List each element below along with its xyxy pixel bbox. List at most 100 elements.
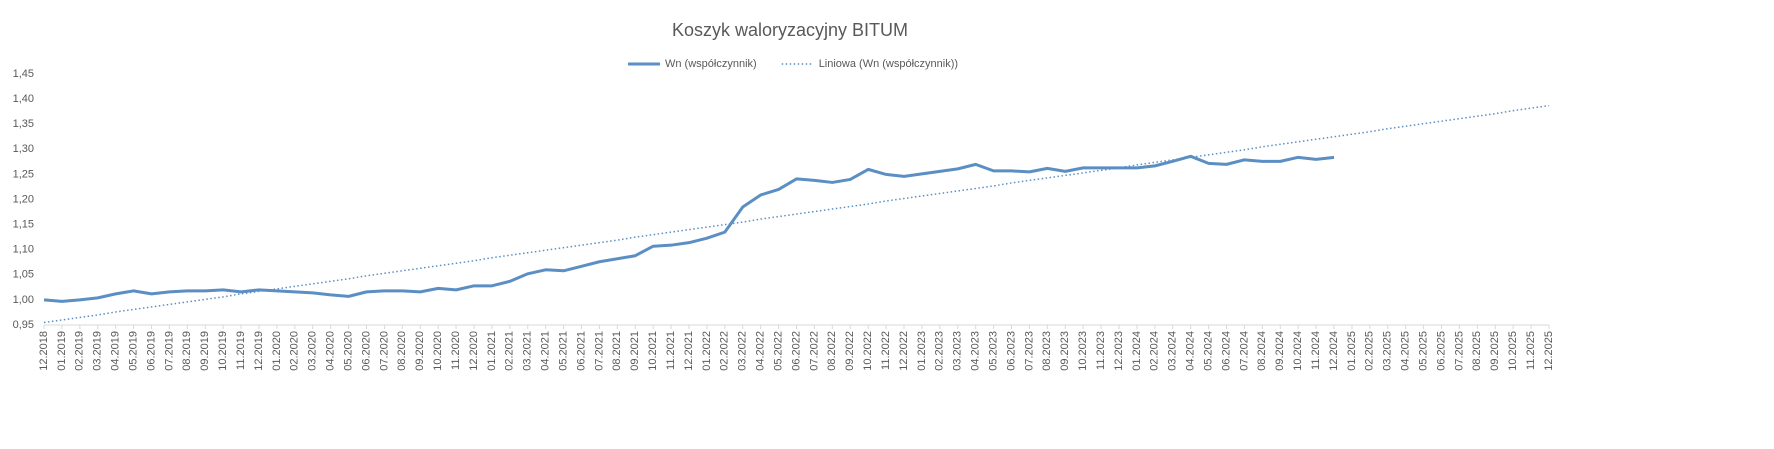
x-tick-label: 01.2022	[701, 331, 713, 371]
x-tick-label: 01.2023	[916, 331, 928, 371]
x-tick-label: 07.2019	[163, 331, 175, 371]
x-tick-label: 03.2020	[307, 331, 319, 371]
x-tick-label: 11.2022	[880, 331, 892, 370]
x-tick-label: 03.2024	[1167, 331, 1179, 371]
x-tick-label: 07.2023	[1023, 331, 1035, 371]
x-tick-label: 02.2020	[289, 331, 301, 371]
x-tick-label: 08.2021	[611, 331, 623, 371]
y-tick-label: 1,00	[13, 294, 34, 306]
y-tick-label: 1,35	[13, 118, 34, 130]
x-tick-label: 12.2023	[1113, 331, 1125, 371]
x-tick-label: 12.2020	[468, 331, 480, 371]
y-tick-label: 1,20	[13, 193, 34, 205]
x-tick-label: 08.2025	[1471, 331, 1483, 371]
x-tick-label: 10.2021	[647, 331, 659, 371]
chart-title: Koszyk waloryzacyjny BITUM	[672, 20, 908, 40]
x-tick-label: 11.2023	[1095, 331, 1107, 370]
x-tick-label: 10.2020	[432, 331, 444, 371]
x-tick-label: 02.2019	[74, 331, 86, 371]
x-tick-label: 06.2022	[790, 331, 802, 371]
x-tick-label: 10.2025	[1507, 331, 1519, 371]
x-tick-label: 04.2022	[755, 331, 767, 371]
x-tick-label: 10.2023	[1077, 331, 1089, 371]
x-tick-label: 06.2021	[575, 331, 587, 371]
x-tick-label: 12.2018	[38, 331, 50, 371]
x-tick-label: 01.2019	[56, 331, 68, 371]
x-tick-label: 06.2024	[1220, 331, 1232, 371]
x-tick-label: 05.2023	[987, 331, 999, 371]
x-tick-label: 01.2024	[1131, 331, 1143, 371]
x-tick-label: 07.2020	[378, 331, 390, 371]
y-tick-label: 1,25	[13, 168, 34, 180]
x-tick-label: 08.2020	[396, 331, 408, 371]
x-tick-label: 04.2024	[1185, 331, 1197, 371]
x-tick-label: 05.2020	[342, 331, 354, 371]
x-tick-label: 05.2025	[1417, 331, 1429, 371]
x-tick-label: 01.2020	[271, 331, 283, 371]
x-tick-label: 03.2022	[737, 331, 749, 371]
x-tick-label: 04.2023	[970, 331, 982, 371]
x-tick-label: 07.2022	[808, 331, 820, 371]
x-tick-label: 02.2021	[504, 331, 516, 371]
x-tick-label: 07.2024	[1238, 331, 1250, 371]
x-tick-label: 11.2021	[665, 331, 677, 370]
x-tick-label: 04.2019	[110, 331, 122, 371]
x-tick-label: 07.2025	[1453, 331, 1465, 371]
x-tick-label: 02.2024	[1149, 331, 1161, 371]
y-tick-label: 1,05	[13, 269, 34, 281]
x-tick-label: 04.2020	[325, 331, 337, 371]
x-tick-label: 11.2019	[235, 331, 247, 370]
x-tick-label: 05.2024	[1202, 331, 1214, 371]
x-tick-label: 10.2024	[1292, 331, 1304, 371]
x-tick-label: 05.2021	[557, 331, 569, 371]
x-tick-label: 09.2025	[1489, 331, 1501, 371]
y-tick-label: 1,30	[13, 143, 34, 155]
x-tick-label: 12.2025	[1543, 331, 1555, 371]
x-tick-label: 02.2025	[1364, 331, 1376, 371]
x-tick-label: 01.2021	[486, 331, 498, 371]
x-tick-label: 11.2025	[1525, 331, 1537, 370]
y-tick-label: 1,40	[13, 93, 34, 105]
x-tick-label: 12.2019	[253, 331, 265, 371]
legend-label: Liniowa (Wn (współczynnik))	[819, 58, 958, 70]
x-tick-label: 11.2020	[450, 331, 462, 370]
x-tick-label: 03.2025	[1382, 331, 1394, 371]
line-series	[43, 154, 1335, 303]
x-tick-label: 08.2019	[181, 331, 193, 371]
x-tick-label: 03.2023	[952, 331, 964, 371]
x-tick-label: 11.2024	[1310, 331, 1322, 370]
x-tick-label: 12.2021	[683, 331, 695, 371]
x-tick-label: 08.2024	[1256, 331, 1268, 371]
x-tick-label: 01.2025	[1346, 331, 1358, 371]
x-tick-label: 10.2022	[862, 331, 874, 371]
x-tick-label: 08.2022	[826, 331, 838, 371]
x-tick-label: 06.2025	[1435, 331, 1447, 371]
x-tick-label: 06.2020	[360, 331, 372, 371]
x-tick-label: 03.2021	[522, 331, 534, 371]
x-tick-label: 06.2019	[145, 331, 157, 371]
x-tick-label: 09.2024	[1274, 331, 1286, 371]
x-tick-label: 04.2021	[540, 331, 552, 371]
line-series	[43, 104, 1550, 324]
x-tick-label: 08.2023	[1041, 331, 1053, 371]
x-tick-label: 09.2019	[199, 331, 211, 371]
x-tick-label: 02.2022	[719, 331, 731, 371]
x-tick-label: 10.2019	[217, 331, 229, 371]
x-tick-label: 09.2022	[844, 331, 856, 371]
x-tick-label: 12.2022	[898, 331, 910, 371]
x-tick-label: 05.2019	[127, 331, 139, 371]
y-tick-label: 1,15	[13, 219, 34, 231]
x-tick-label: 04.2025	[1400, 331, 1412, 371]
y-tick-label: 1,10	[13, 244, 34, 256]
y-tick-label: 0,95	[13, 319, 34, 331]
y-tick-label: 1,45	[13, 68, 34, 80]
x-tick-label: 02.2023	[934, 331, 946, 371]
x-tick-label: 05.2022	[772, 331, 784, 371]
x-tick-label: 03.2019	[92, 331, 104, 371]
x-tick-label: 12.2024	[1328, 331, 1340, 371]
x-tick-label: 06.2023	[1005, 331, 1017, 371]
x-tick-label: 07.2021	[593, 331, 605, 371]
x-tick-label: 09.2021	[629, 331, 641, 371]
legend-label: Wn (współczynnik)	[665, 58, 757, 70]
